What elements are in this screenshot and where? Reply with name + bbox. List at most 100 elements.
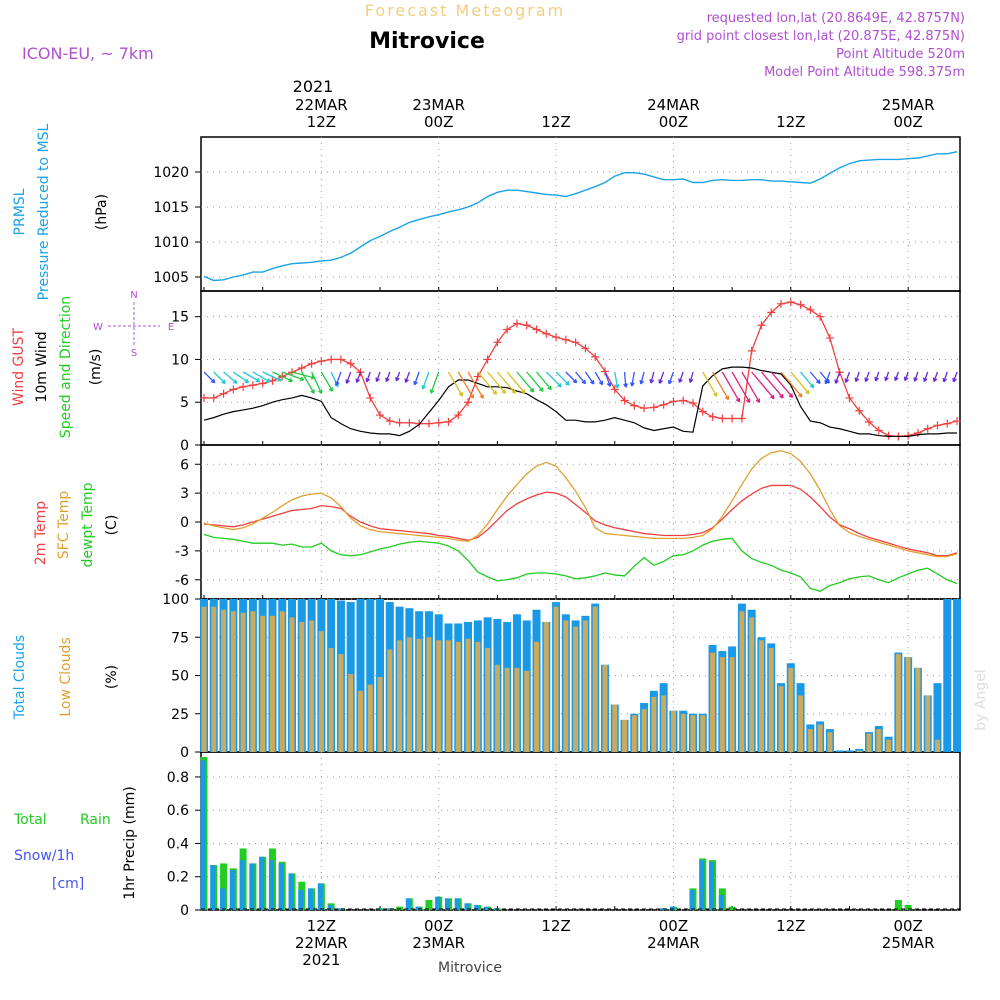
low-cloud-bar [211, 606, 217, 752]
gust-marker [806, 305, 815, 314]
wind-arrow [741, 371, 761, 403]
low-cloud-bar [514, 667, 520, 752]
wind-arrow [584, 371, 595, 385]
wind-label-10m: 10m Wind [34, 331, 50, 402]
snow-bar [415, 906, 421, 910]
precip-label-cm: [cm] [52, 876, 84, 892]
panel-2: -6 -3 0 3 6 [175, 444, 961, 600]
wind-arrow [760, 371, 784, 399]
gust-marker [366, 393, 375, 402]
wind-arrow [751, 371, 775, 400]
gust-marker [708, 412, 717, 421]
low-cloud-bar [749, 617, 755, 752]
gust-marker [698, 407, 707, 416]
low-cloud-bar [768, 647, 774, 752]
wind-arrow [894, 371, 899, 382]
wind-arrow [711, 371, 730, 401]
gust-marker [424, 419, 433, 428]
gust-marker [747, 346, 756, 355]
gust-marker [483, 355, 492, 364]
gust-marker [845, 393, 854, 402]
precip-label-rain: Rain [80, 812, 111, 828]
temp-label-dewpt: dewpt Temp [80, 482, 96, 567]
low-cloud-bar [221, 609, 227, 752]
snow-bar [699, 860, 705, 910]
low-cloud-bar [445, 640, 451, 752]
wind-arrow [770, 371, 794, 399]
snow-bar [220, 888, 226, 910]
gust-marker [532, 325, 541, 334]
wind-arrow [658, 371, 665, 384]
gust-marker [679, 396, 688, 405]
wind-arrow [545, 371, 562, 388]
low-cloud-bar [905, 657, 911, 752]
gust-marker [454, 411, 463, 420]
wind-arrow [780, 371, 803, 398]
y-tick-label: 0.8 [167, 770, 189, 786]
low-cloud-bar [915, 667, 921, 752]
panel-4: 0 0.2 0.4 0.6 0.8 [167, 751, 961, 919]
wind-arrow [213, 371, 226, 385]
snow-bar [474, 905, 480, 910]
low-cloud-bar [240, 612, 246, 752]
gust-marker [718, 414, 727, 423]
low-cloud-bar [309, 620, 315, 752]
low-cloud-bar [719, 657, 725, 752]
cloud-label-total: Total Clouds [12, 635, 28, 720]
pressure-line [203, 151, 958, 282]
snow-bar [249, 863, 255, 910]
bottom-hour-label: 00Z [659, 917, 688, 935]
rain-bar [220, 863, 228, 910]
wind-arrow [345, 371, 352, 384]
low-cloud-bar [299, 621, 305, 752]
dewpt-line [203, 533, 958, 593]
compass-s: S [131, 348, 137, 359]
footer-location: Mitrovice [438, 960, 502, 976]
rain-bar [894, 900, 902, 910]
panel-frame [200, 444, 961, 600]
wind-arrow [252, 371, 271, 383]
gust-marker [943, 419, 952, 428]
credit-watermark: by Angel [973, 669, 989, 730]
temp2m-line [203, 484, 958, 557]
top-date-label: 22MAR [295, 96, 348, 114]
wind-arrow [282, 371, 305, 381]
gust-marker [630, 401, 639, 410]
wind-arrow [385, 371, 391, 383]
temp-label-2m: 2m Temp [33, 501, 49, 565]
gust-marker [933, 421, 942, 430]
gridpoint-coords: grid point closest lon,lat (20.875E, 42.… [677, 29, 965, 44]
wind-arrow [874, 371, 880, 382]
snow-bar [210, 865, 216, 910]
compass-w: W [93, 322, 103, 333]
top-hour-label: 12Z [541, 113, 570, 131]
low-cloud-bar [788, 667, 794, 752]
wind-arrow [864, 371, 870, 383]
gust-marker [317, 357, 326, 366]
gust-marker [473, 372, 482, 381]
gust-marker [336, 355, 345, 364]
wind-arrow [301, 371, 315, 394]
wind-arrow [516, 371, 535, 393]
low-cloud-bar [592, 606, 598, 752]
wind-arrow [365, 371, 371, 383]
wind-panel-labels: Wind GUST 10m Wind Speed and Direction (… [11, 290, 174, 438]
low-cloud-bar [338, 654, 344, 752]
wind-arrow [639, 371, 645, 385]
gust-marker [395, 418, 404, 427]
wind-arrow [496, 371, 516, 394]
wind-arrow [487, 371, 507, 394]
panel-frame [200, 751, 961, 911]
low-cloud-bar [553, 606, 559, 752]
y-tick-label: 0.4 [167, 836, 189, 852]
wind-arrow [649, 371, 655, 384]
low-cloud-bar [494, 664, 500, 752]
gust-marker [591, 352, 600, 361]
y-tick-label: 15 [171, 310, 189, 326]
snow-bar [444, 898, 450, 910]
low-cloud-bar [798, 695, 804, 752]
wind-arrow [721, 371, 741, 403]
panel-0: 1005 1010 1015 1020 [153, 136, 961, 292]
snow-bar [709, 861, 715, 910]
snow-bar [327, 905, 333, 910]
